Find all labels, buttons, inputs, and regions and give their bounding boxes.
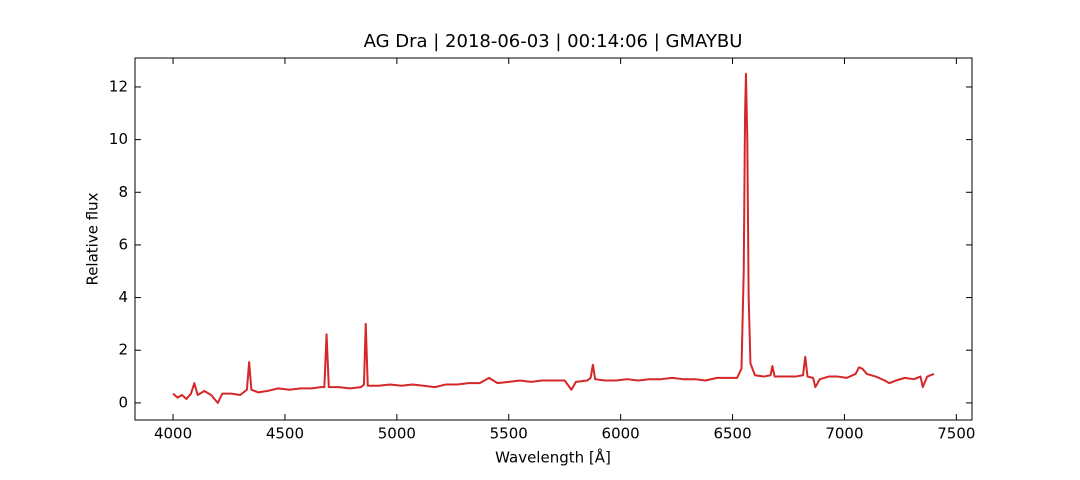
x-tick-label: 4500 [266,425,304,443]
x-axis-label: Wavelength [Å] [495,448,611,467]
y-tick-label: 10 [109,130,128,148]
x-tick-label: 5000 [378,425,416,443]
y-tick-label: 12 [109,77,128,95]
y-tick-label: 8 [118,183,128,201]
x-tick-label: 4000 [154,425,192,443]
x-tick-label: 7000 [825,425,863,443]
y-tick-label: 4 [118,288,128,306]
y-axis-label: Relative flux [84,192,102,285]
x-tick-label: 6500 [713,425,751,443]
y-tick-label: 0 [118,393,128,411]
y-tick-label: 2 [118,341,128,359]
x-tick-label: 7500 [937,425,975,443]
x-tick-label: 5500 [490,425,528,443]
plot-frame [134,57,973,421]
y-tick-label: 6 [118,235,128,253]
x-tick-label: 6000 [602,425,640,443]
spectrum-line [172,72,935,404]
chart-title: AG Dra | 2018-06-03 | 00:14:06 | GMAYBU [364,31,743,52]
